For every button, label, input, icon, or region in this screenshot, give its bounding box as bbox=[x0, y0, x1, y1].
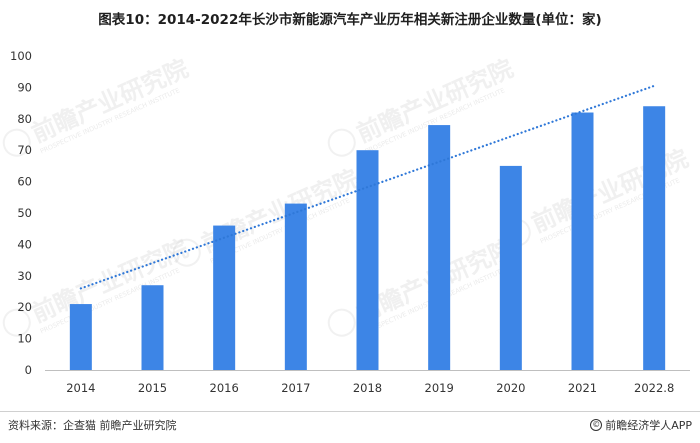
bar-2016 bbox=[213, 225, 236, 370]
x-tick-label: 2014 bbox=[66, 381, 95, 395]
watermark-logo-icon bbox=[327, 128, 356, 157]
watermark-logo-icon bbox=[2, 308, 31, 337]
bar-2017 bbox=[284, 203, 307, 370]
y-tick-label: 20 bbox=[17, 300, 32, 314]
y-tick-label: 50 bbox=[17, 206, 32, 220]
watermark-text: 前瞻产业研究院 bbox=[27, 234, 192, 328]
bar-2020 bbox=[499, 165, 522, 370]
bar-2019 bbox=[428, 125, 451, 370]
x-axis: 2014 2015 2016 2017 2018 2019 2020 2021 2022.8 bbox=[45, 370, 690, 395]
x-tick-label: 2018 bbox=[353, 381, 382, 395]
trendline bbox=[79, 84, 656, 290]
copyright-icon: © bbox=[590, 419, 603, 431]
x-tick-label: 2016 bbox=[210, 381, 239, 395]
x-tick-label: 2017 bbox=[281, 381, 310, 395]
chart-title: 图表10：2014-2022年长沙市新能源汽车产业历年相关新注册企业数量(单位：… bbox=[98, 12, 602, 28]
bar-2014 bbox=[69, 304, 92, 370]
y-tick-label: 10 bbox=[17, 332, 32, 346]
source-note: 资料来源：企查猫 前瞻产业研究院 bbox=[8, 419, 177, 432]
footer-divider bbox=[0, 411, 700, 412]
watermark-logo-icon bbox=[172, 238, 201, 267]
trendline-layer bbox=[79, 84, 656, 290]
y-tick-label: 60 bbox=[17, 175, 32, 189]
x-tick-label: 2019 bbox=[425, 381, 454, 395]
bar-2021 bbox=[571, 112, 594, 371]
watermark-text: 前瞻产业研究院 bbox=[527, 144, 692, 238]
y-tick-label: 70 bbox=[17, 143, 32, 157]
bar-2022.8 bbox=[643, 106, 666, 371]
x-tick-label: 2015 bbox=[138, 381, 167, 395]
bar-2018 bbox=[356, 150, 379, 370]
x-tick-label: 2020 bbox=[496, 381, 525, 395]
y-tick-label: 40 bbox=[17, 237, 32, 251]
bars-layer bbox=[69, 106, 666, 371]
brand-footer: © 前瞻经济学人APP bbox=[590, 417, 692, 433]
brand-label: 前瞻经济学人APP bbox=[605, 419, 692, 432]
y-tick-label: 100 bbox=[10, 49, 32, 63]
watermark-logo-icon bbox=[2, 128, 31, 157]
y-tick-label: 0 bbox=[25, 363, 32, 377]
y-tick-label: 80 bbox=[17, 112, 32, 126]
x-tick-label: 2021 bbox=[568, 381, 597, 395]
y-axis: 0 10 20 30 40 50 60 70 80 90 100 bbox=[10, 49, 32, 377]
y-tick-label: 30 bbox=[17, 269, 32, 283]
watermark-logo-icon bbox=[327, 308, 356, 337]
x-tick-label: 2022.8 bbox=[634, 381, 674, 395]
watermark-text: 前瞻产业研究院 bbox=[27, 54, 192, 148]
bar-2015 bbox=[141, 285, 164, 370]
y-tick-label: 90 bbox=[17, 80, 32, 94]
